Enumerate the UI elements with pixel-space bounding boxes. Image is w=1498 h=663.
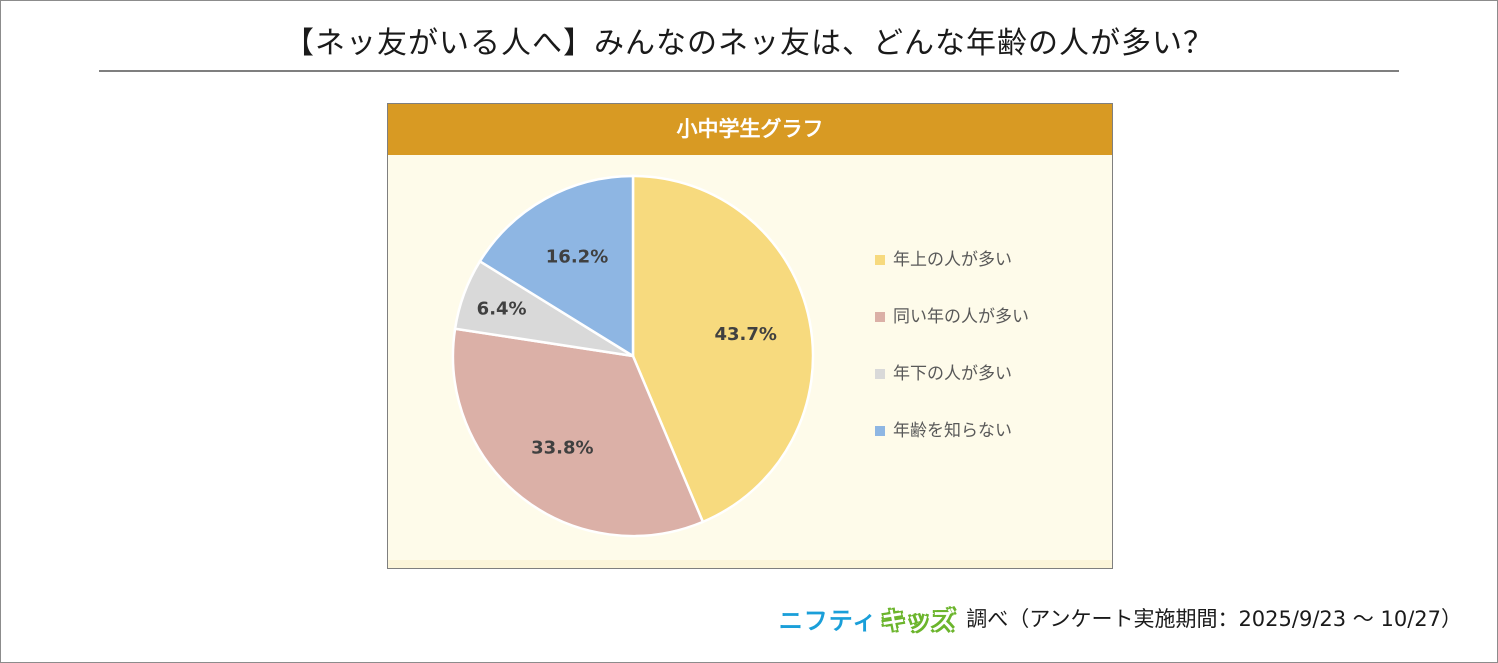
survey-period-text: 調べ（アンケート実施期間：2025/9/23 ～ 10/27） (966, 607, 1462, 631)
page-title: 【ネッ友がいる人へ】みんなのネッ友は、どんな年齢の人が多い？ (284, 26, 1214, 61)
pie-slice-4 (478, 174, 635, 359)
chart-title: 小中学生グラフ (388, 104, 1112, 155)
logo-text-nifty: ニフティ (778, 606, 878, 635)
chart-panel: 小中学生グラフ 43.7% 33.8% 6.4% 16.2% 年上の人が多い 同い年の人… (387, 103, 1113, 569)
pie-slice-1 (631, 174, 815, 524)
logo-text-kids: キッズ (881, 606, 957, 635)
legend-label: 年下の人が多い (893, 364, 1012, 384)
pie-slice-label-4: 16.2% (546, 247, 608, 268)
legend-label: 年上の人が多い (893, 250, 1012, 270)
title-underline (99, 70, 1399, 72)
legend-swatch (875, 369, 885, 379)
legend-swatch (875, 426, 885, 436)
pie-slice-label-2: 33.8% (531, 438, 593, 459)
pie-slice-2 (451, 327, 705, 538)
legend-swatch (875, 255, 885, 265)
pie-slice-label-1: 43.7% (714, 324, 776, 345)
nifty-kids-logo: ニフティ キッズ (779, 601, 961, 636)
chart-panel-bottom-band (388, 560, 1112, 568)
pie-chart: 43.7% 33.8% 6.4% 16.2% (451, 174, 815, 538)
legend-label: 同い年の人が多い (893, 307, 1029, 327)
legend-swatch (875, 312, 885, 322)
pie-slice-label-3: 6.4% (477, 299, 527, 320)
legend-label: 年齢を知らない (893, 421, 1012, 441)
footer-credit: ニフティ キッズ 調べ（アンケート実施期間：2025/9/23 ～ 10/27） (779, 600, 1462, 636)
